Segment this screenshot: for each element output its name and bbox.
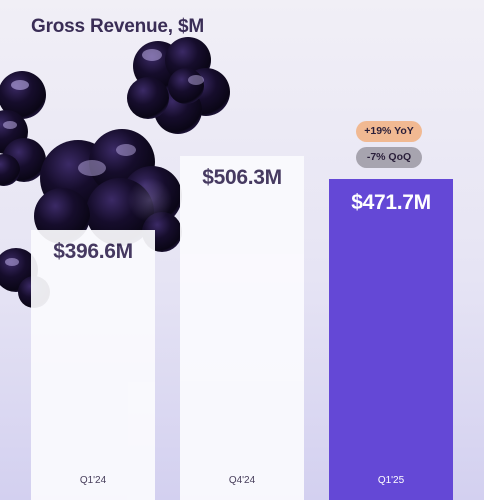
bar-q1-25: $471.7M Q1'25 [329,179,453,500]
qoq-change-badge: -7% QoQ [356,147,422,168]
category-label: Q4'24 [228,474,256,486]
bar-q1-24: $396.6M Q1'24 [31,230,155,500]
bar-q4-24: $506.3M Q4'24 [180,155,304,500]
chart-title: Gross Revenue, $M [31,16,204,37]
yoy-change-badge: +19% YoY [356,121,422,142]
category-label: Q1'24 [79,474,107,486]
category-label: Q1'25 [377,474,405,486]
bar-value-label: $506.3M [202,165,282,189]
bar-value-label: $471.7M [351,191,431,215]
bar-value-label: $396.6M [53,240,133,264]
